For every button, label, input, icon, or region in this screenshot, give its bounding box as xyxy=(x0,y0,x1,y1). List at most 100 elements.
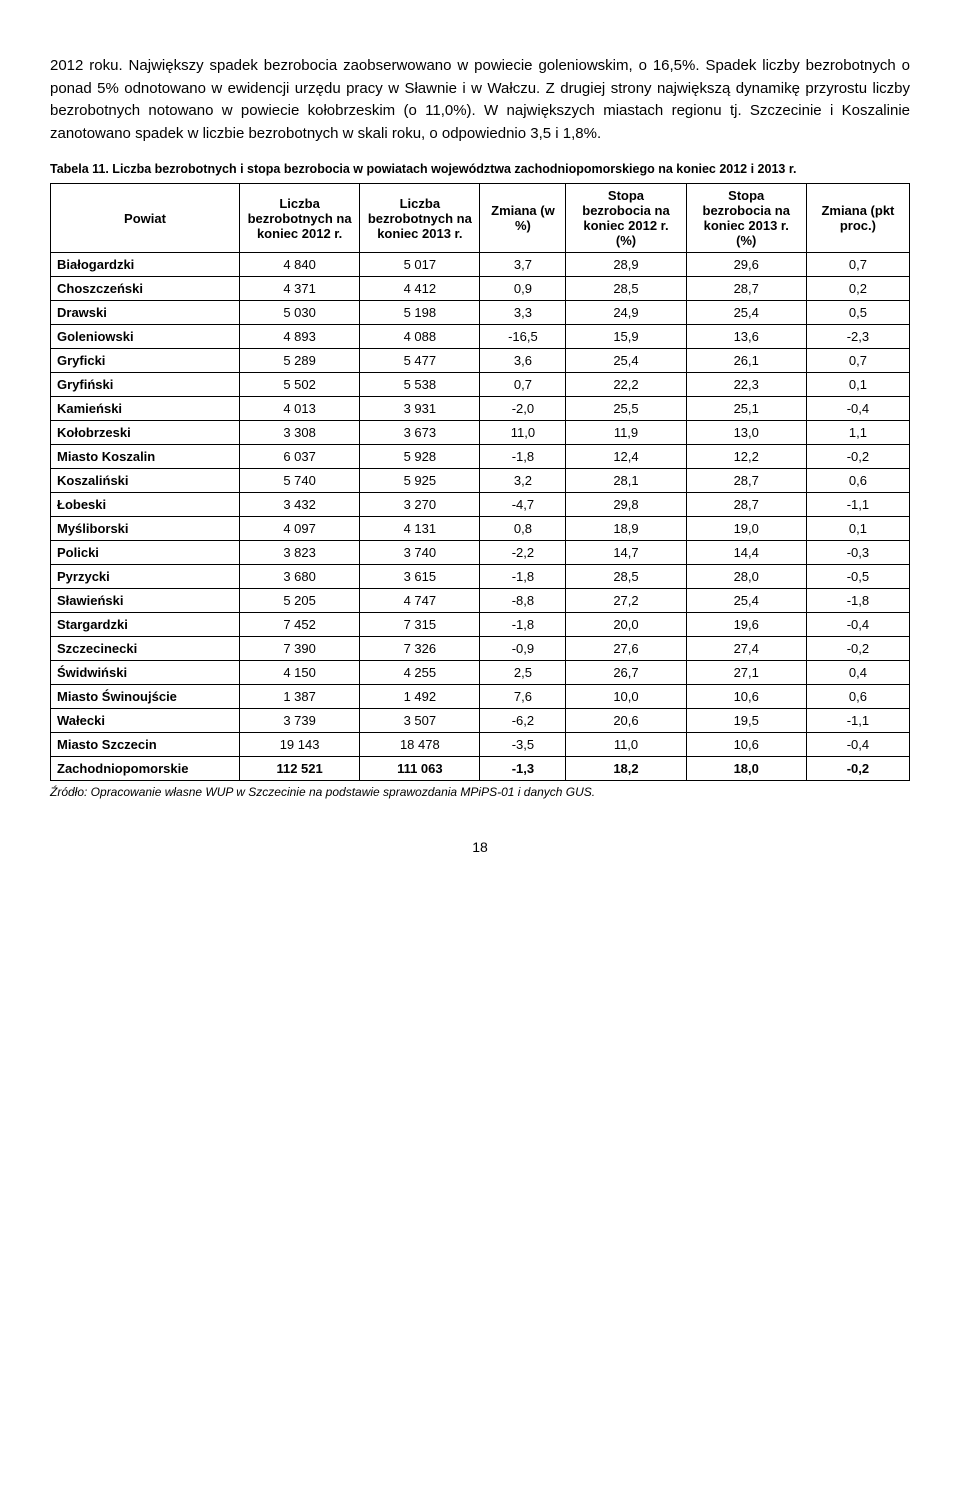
cell: -1,8 xyxy=(480,565,566,589)
cell: 5 198 xyxy=(360,301,480,325)
cell: 28,5 xyxy=(566,277,686,301)
row-label: Świdwiński xyxy=(51,661,240,685)
cell: 11,0 xyxy=(480,421,566,445)
cell: 0,7 xyxy=(480,373,566,397)
cell: -0,3 xyxy=(806,541,909,565)
cell: 3 673 xyxy=(360,421,480,445)
cell: 25,4 xyxy=(686,301,806,325)
cell: -2,0 xyxy=(480,397,566,421)
row-label: Miasto Koszalin xyxy=(51,445,240,469)
cell: 3 680 xyxy=(239,565,359,589)
table-row: Miasto Świnoujście1 3871 4927,610,010,60… xyxy=(51,685,910,709)
cell: 5 017 xyxy=(360,253,480,277)
cell: 3,3 xyxy=(480,301,566,325)
cell: 3 432 xyxy=(239,493,359,517)
cell: 5 502 xyxy=(239,373,359,397)
cell: 26,1 xyxy=(686,349,806,373)
cell: 25,1 xyxy=(686,397,806,421)
table-row: Wałecki3 7393 507-6,220,619,5-1,1 xyxy=(51,709,910,733)
row-label: Koszaliński xyxy=(51,469,240,493)
cell: -4,7 xyxy=(480,493,566,517)
row-label: Gryfiński xyxy=(51,373,240,397)
cell: 5 205 xyxy=(239,589,359,613)
cell: -16,5 xyxy=(480,325,566,349)
cell: -1,3 xyxy=(480,757,566,781)
cell: 3,2 xyxy=(480,469,566,493)
table-row: Goleniowski4 8934 088-16,515,913,6-2,3 xyxy=(51,325,910,349)
table-row: Miasto Koszalin6 0375 928-1,812,412,2-0,… xyxy=(51,445,910,469)
cell: 14,7 xyxy=(566,541,686,565)
cell: 111 063 xyxy=(360,757,480,781)
table-caption: Tabela 11. Liczba bezrobotnych i stopa b… xyxy=(50,161,910,177)
row-label: Szczecinecki xyxy=(51,637,240,661)
cell: -2,2 xyxy=(480,541,566,565)
cell: 1 387 xyxy=(239,685,359,709)
row-label: Myśliborski xyxy=(51,517,240,541)
row-label: Kamieński xyxy=(51,397,240,421)
page-number: 18 xyxy=(50,839,910,855)
table-row: Miasto Szczecin19 14318 478-3,511,010,6-… xyxy=(51,733,910,757)
row-label: Policki xyxy=(51,541,240,565)
cell: 18,0 xyxy=(686,757,806,781)
cell: 27,4 xyxy=(686,637,806,661)
table-row: Sławieński5 2054 747-8,827,225,4-1,8 xyxy=(51,589,910,613)
cell: 0,2 xyxy=(806,277,909,301)
row-label: Miasto Szczecin xyxy=(51,733,240,757)
cell: 25,4 xyxy=(686,589,806,613)
row-label: Sławieński xyxy=(51,589,240,613)
table-header-row: Powiat Liczba bezrobotnych na koniec 201… xyxy=(51,184,910,253)
cell: 0,7 xyxy=(806,253,909,277)
cell: 22,2 xyxy=(566,373,686,397)
cell: 5 477 xyxy=(360,349,480,373)
cell: 3 931 xyxy=(360,397,480,421)
cell: 0,6 xyxy=(806,469,909,493)
table-row: Policki3 8233 740-2,214,714,4-0,3 xyxy=(51,541,910,565)
cell: 5 925 xyxy=(360,469,480,493)
cell: 0,4 xyxy=(806,661,909,685)
col-header: Powiat xyxy=(51,184,240,253)
row-label: Kołobrzeski xyxy=(51,421,240,445)
row-label: Pyrzycki xyxy=(51,565,240,589)
cell: 4 747 xyxy=(360,589,480,613)
cell: -1,8 xyxy=(480,445,566,469)
cell: 29,8 xyxy=(566,493,686,517)
cell: 15,9 xyxy=(566,325,686,349)
cell: -0,4 xyxy=(806,397,909,421)
cell: -8,8 xyxy=(480,589,566,613)
cell: 3 740 xyxy=(360,541,480,565)
cell: 28,1 xyxy=(566,469,686,493)
cell: -1,1 xyxy=(806,709,909,733)
cell: 0,1 xyxy=(806,517,909,541)
row-label: Gryficki xyxy=(51,349,240,373)
cell: 4 371 xyxy=(239,277,359,301)
cell: 2,5 xyxy=(480,661,566,685)
cell: 3,6 xyxy=(480,349,566,373)
col-header: Stopa bezrobocia na koniec 2012 r. (%) xyxy=(566,184,686,253)
cell: 3 615 xyxy=(360,565,480,589)
cell: -0,2 xyxy=(806,445,909,469)
cell: 7 452 xyxy=(239,613,359,637)
cell: 6 037 xyxy=(239,445,359,469)
cell: 27,2 xyxy=(566,589,686,613)
cell: 1,1 xyxy=(806,421,909,445)
table-row: Choszczeński4 3714 4120,928,528,70,2 xyxy=(51,277,910,301)
cell: 29,6 xyxy=(686,253,806,277)
cell: -0,4 xyxy=(806,733,909,757)
cell: 12,4 xyxy=(566,445,686,469)
cell: 3,7 xyxy=(480,253,566,277)
cell: 10,0 xyxy=(566,685,686,709)
cell: 4 013 xyxy=(239,397,359,421)
cell: 22,3 xyxy=(686,373,806,397)
row-label: Zachodniopomorskie xyxy=(51,757,240,781)
cell: 4 412 xyxy=(360,277,480,301)
table-row: Drawski5 0305 1983,324,925,40,5 xyxy=(51,301,910,325)
cell: 0,8 xyxy=(480,517,566,541)
table-row: Pyrzycki3 6803 615-1,828,528,0-0,5 xyxy=(51,565,910,589)
data-table: Powiat Liczba bezrobotnych na koniec 201… xyxy=(50,183,910,781)
cell: 14,4 xyxy=(686,541,806,565)
cell: 12,2 xyxy=(686,445,806,469)
cell: 3 270 xyxy=(360,493,480,517)
cell: -0,2 xyxy=(806,637,909,661)
cell: 0,6 xyxy=(806,685,909,709)
col-header: Zmiana (pkt proc.) xyxy=(806,184,909,253)
